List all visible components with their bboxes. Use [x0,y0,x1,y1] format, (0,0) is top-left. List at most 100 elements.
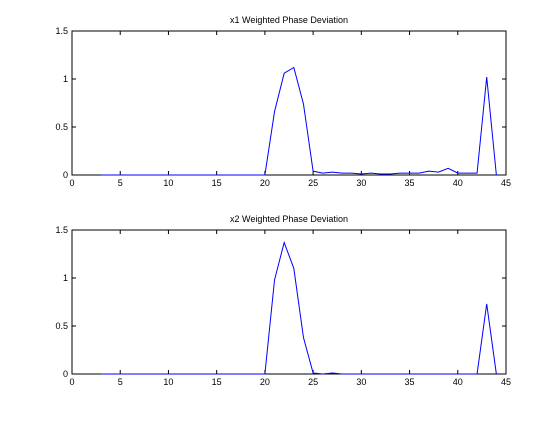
data-point [332,372,333,373]
axes-box [71,229,507,375]
data-point [274,111,275,112]
data-point [177,373,178,374]
data-point [216,373,217,374]
data-point [129,373,130,374]
data-point [390,373,391,374]
x-tick-label: 10 [163,178,173,188]
data-point [370,172,371,173]
data-point [293,268,294,269]
data-point [322,373,323,374]
data-point [390,173,391,174]
y-tick-label: 1 [63,74,68,84]
data-point [158,373,159,374]
data-point [351,373,352,374]
data-point [255,174,256,175]
data-point [226,174,227,175]
x-tick-label: 5 [118,178,123,188]
data-point [351,172,352,173]
data-point [158,174,159,175]
x-tick-label: 45 [501,178,511,188]
x-tick-label: 0 [69,377,74,387]
data-point [399,172,400,173]
y-tick-label: 1.5 [55,225,68,235]
data-point [428,373,429,374]
x-tick-label: 35 [405,377,415,387]
data-point [380,173,381,174]
data-point [303,337,304,338]
data-point [467,373,468,374]
x-tick-label: 40 [453,178,463,188]
data-point [284,242,285,243]
data-point [438,172,439,173]
data-point [274,279,275,280]
x-tick-label: 30 [356,377,366,387]
data-point [419,373,420,374]
data-point [428,171,429,172]
y-tick-label: 0 [63,170,68,180]
data-point [139,174,140,175]
data-point [139,373,140,374]
axes-box [71,30,507,176]
data-point [486,303,487,304]
data-point [264,373,265,374]
data-point [120,174,121,175]
data-point [322,172,323,173]
x-tick-label: 40 [453,377,463,387]
data-point [293,67,294,68]
data-point [448,168,449,169]
data-point [149,174,150,175]
data-point [370,373,371,374]
chart-title: x1 Weighted Phase Deviation [230,15,348,25]
subplot-x2: 0 5 10 15 20 25 30 35 40 45 0 0.5 1 1.5 x2 Weighted Ph… [55,214,511,387]
data-point [206,373,207,374]
data-point [264,174,265,175]
y-tick-label: 0 [63,369,68,379]
x-tick-label: 0 [69,178,74,188]
data-point [197,174,198,175]
data-point [120,373,121,374]
data-point [110,373,111,374]
data-point [303,103,304,104]
data-point [399,373,400,374]
subplot-x1: 0 5 10 15 20 25 30 35 40 45 0 0.5 1 1.5 x1 Weighted Ph… [55,15,511,188]
data-point [245,174,246,175]
data-point [419,172,420,173]
data-point [476,172,477,173]
x-tick-label: 15 [212,178,222,188]
y-tick-label: 1.5 [55,26,68,36]
data-point [313,171,314,172]
data-point [245,373,246,374]
data-point [496,174,497,175]
data-point [216,174,217,175]
series-line [100,66,497,176]
y-tick-label: 1 [63,273,68,283]
x-tick-label: 20 [260,178,270,188]
x-tick-label: 45 [501,377,511,387]
data-point [467,172,468,173]
data-point [197,373,198,374]
data-point [476,373,477,374]
data-point [100,373,101,374]
x-tick-label: 15 [212,377,222,387]
data-point [313,372,314,373]
data-point [187,174,188,175]
x-tick-label: 25 [308,377,318,387]
x-tick-label: 20 [260,377,270,387]
data-point [255,373,256,374]
x-tick-label: 5 [118,377,123,387]
data-point [332,172,333,173]
data-point [438,373,439,374]
data-point [361,373,362,374]
data-point [129,174,130,175]
data-point [457,373,458,374]
data-point [284,73,285,74]
data-point [235,373,236,374]
data-point [341,172,342,173]
data-point [235,174,236,175]
series-line [100,240,497,375]
data-point [380,373,381,374]
data-point [168,174,169,175]
data-point [110,174,111,175]
